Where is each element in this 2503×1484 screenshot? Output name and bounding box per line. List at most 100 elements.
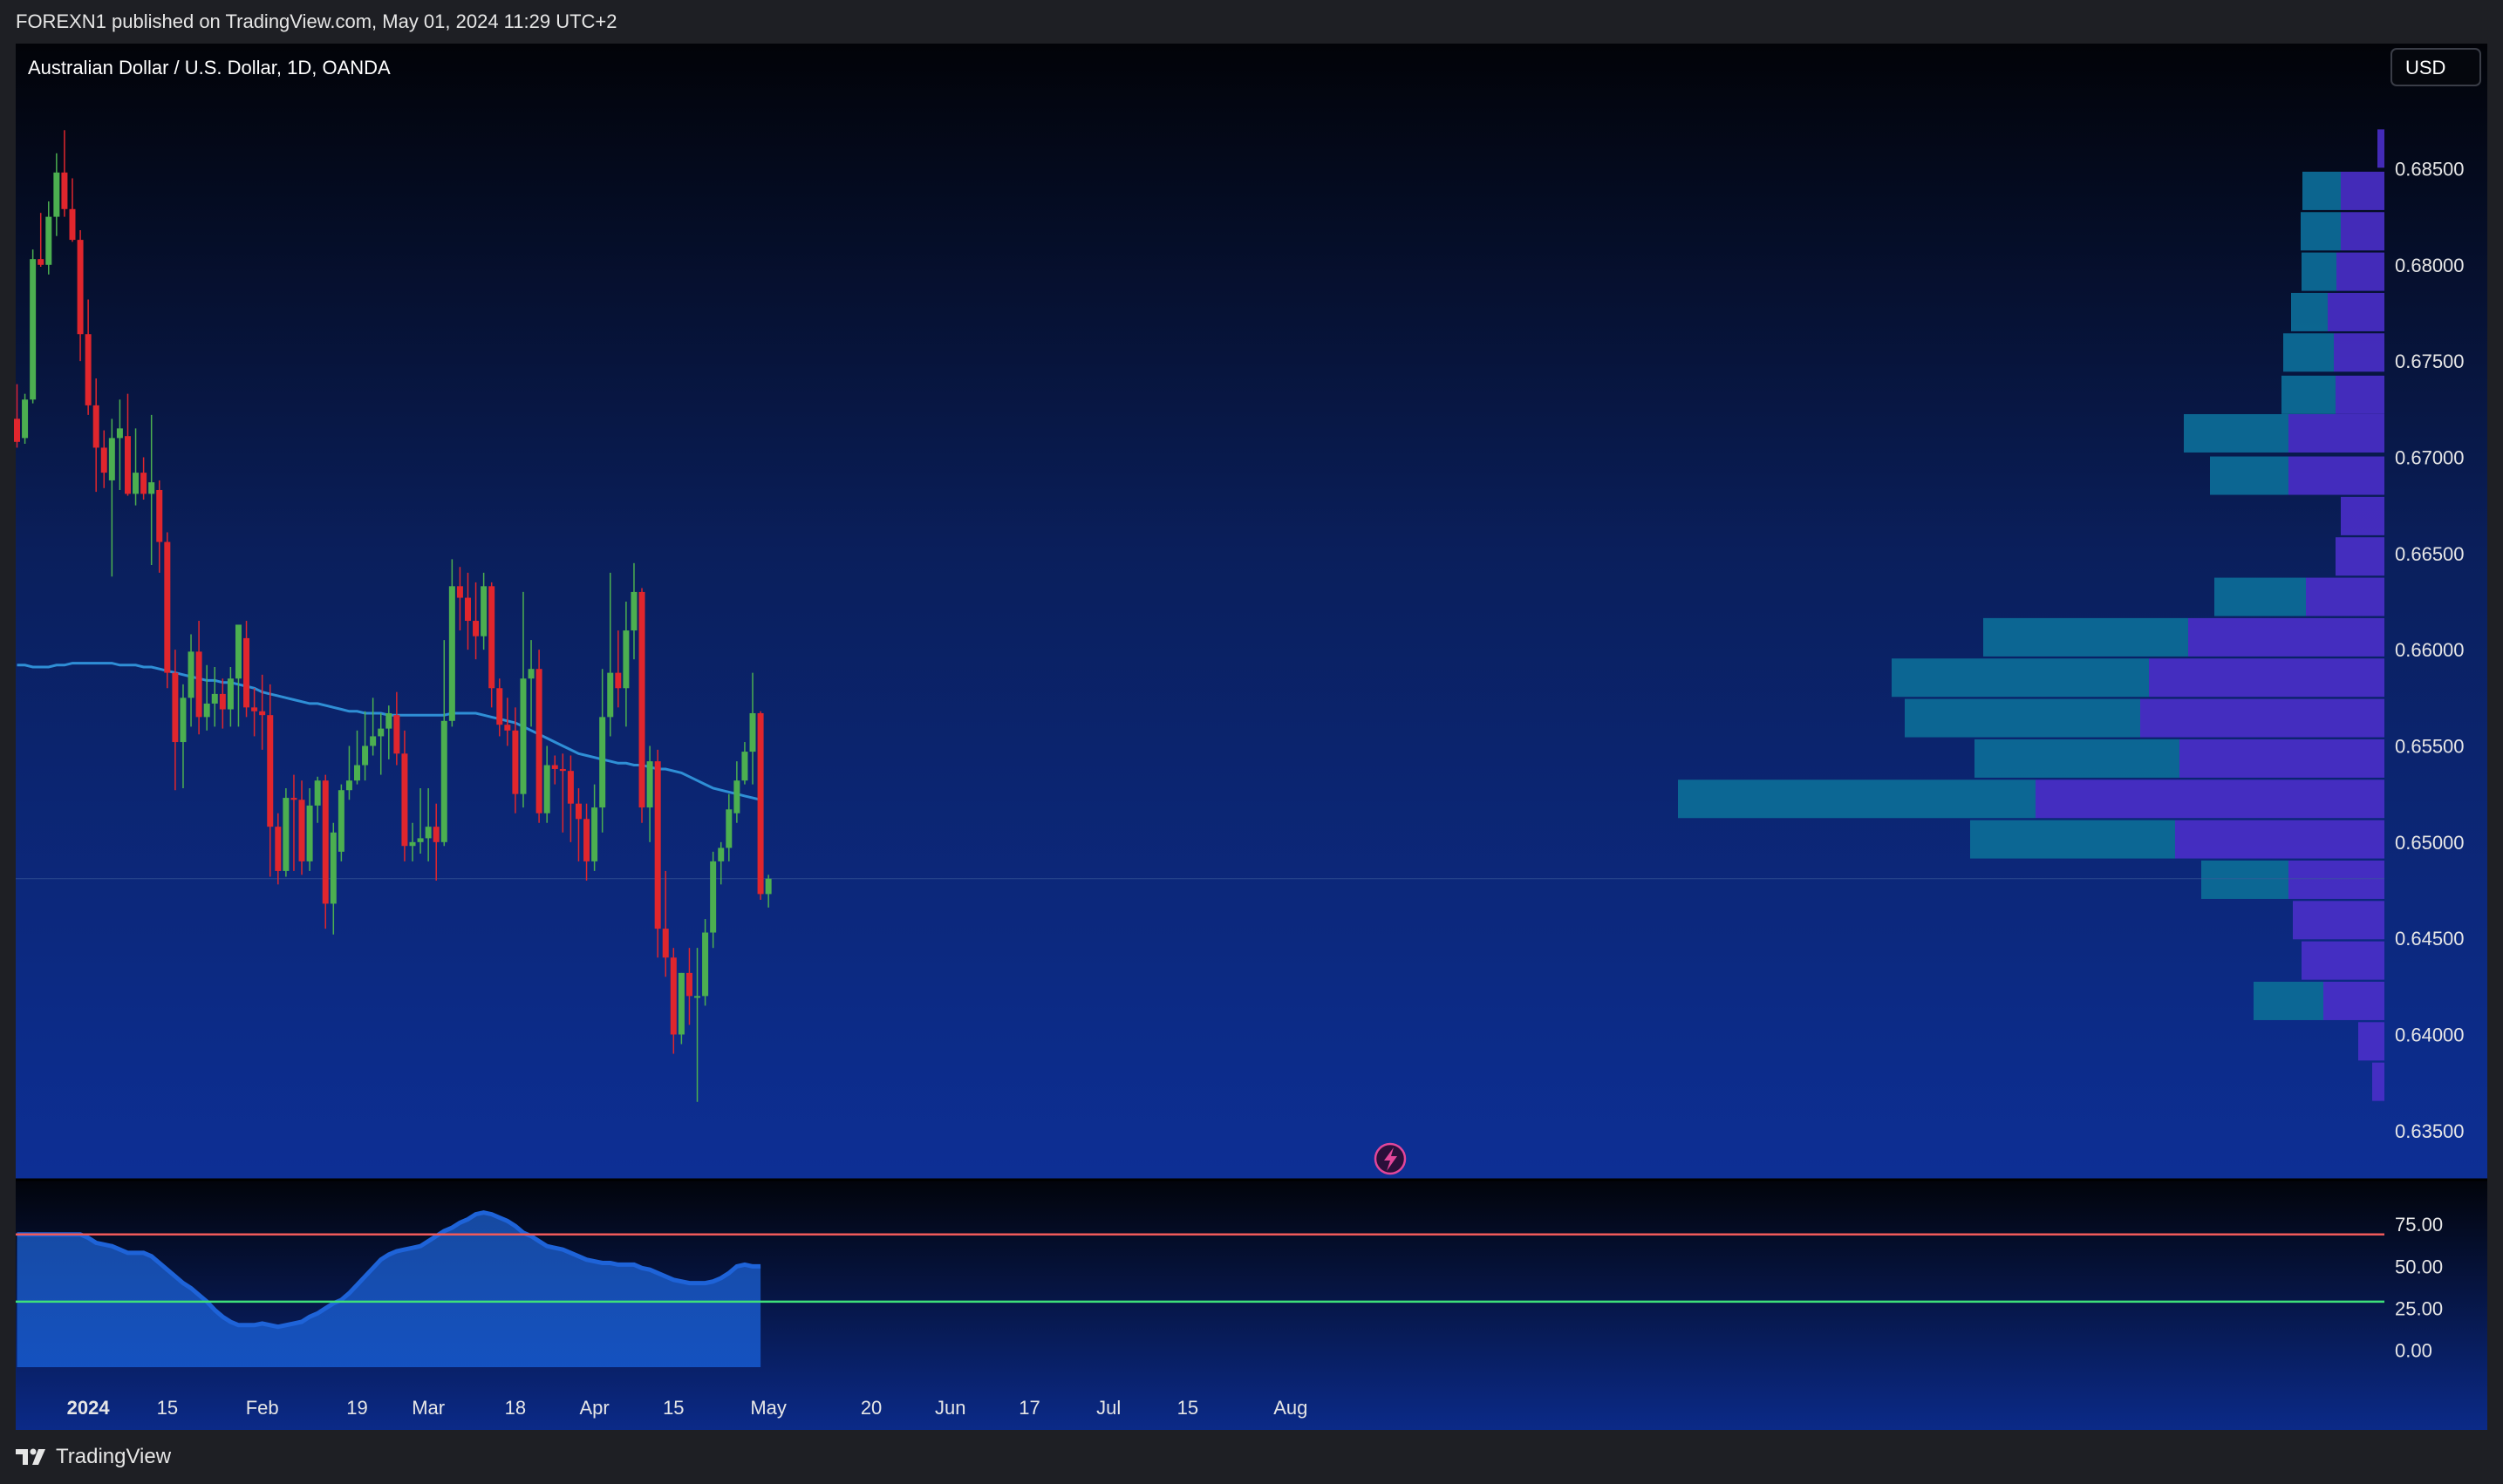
candle: [425, 788, 432, 861]
candle: [172, 650, 179, 791]
time-tick-label: Jul: [1096, 1397, 1121, 1419]
candle-body: [140, 473, 147, 494]
candle: [69, 178, 76, 242]
candle: [551, 755, 558, 785]
volume-profile-bar-up: [2302, 171, 2341, 210]
publish-text: FOREXN1 published on TradingView.com, Ma…: [16, 10, 617, 32]
candle: [623, 601, 630, 727]
time-tick-label: Feb: [246, 1397, 279, 1419]
candle: [401, 730, 408, 861]
candle-body: [631, 591, 638, 631]
volume-profile-bar-down: [2336, 252, 2384, 291]
candle-body: [765, 878, 772, 895]
footer: TradingView: [0, 1430, 2503, 1484]
candle: [370, 698, 377, 756]
candle-body: [496, 688, 503, 725]
rsi-line: [17, 1210, 761, 1330]
main-pane-background: [16, 44, 2487, 1179]
candle-body: [203, 703, 210, 718]
lightning-icon[interactable]: [1374, 1142, 1407, 1175]
candle: [393, 691, 400, 766]
candle-body: [259, 711, 266, 716]
chart-svg[interactable]: 0.690000.685000.680000.675000.670000.665…: [0, 0, 2503, 1430]
price-tick-label: 0.66500: [2395, 543, 2465, 565]
candle: [440, 640, 447, 847]
price-axis: 0.690000.685000.680000.675000.670000.665…: [2395, 62, 2465, 1142]
volume-profile-bar-down: [2288, 456, 2384, 495]
volume-profile-bar-up: [2281, 375, 2336, 414]
candle: [124, 393, 131, 496]
candle: [733, 761, 740, 823]
candle-body: [38, 259, 44, 265]
publish-header: FOREXN1 published on TradingView.com, Ma…: [0, 0, 2503, 44]
candle-body: [148, 482, 155, 494]
candle: [417, 788, 424, 854]
candle-body: [733, 780, 740, 813]
candle: [188, 634, 194, 727]
candle-body: [30, 259, 37, 400]
candle: [283, 788, 290, 877]
candle-body: [726, 809, 733, 848]
candle: [259, 674, 266, 750]
candle-body: [100, 447, 107, 473]
candle: [464, 572, 471, 650]
candle-body: [694, 996, 701, 998]
volume-profile-row: [2283, 333, 2384, 372]
time-tick-label: Apr: [579, 1397, 609, 1419]
rsi-tick-label: 0.00: [2395, 1340, 2432, 1362]
candle-body: [417, 838, 424, 842]
candle: [559, 753, 566, 833]
candle-body: [251, 707, 258, 711]
candle: [235, 624, 242, 727]
candle-body: [710, 861, 717, 933]
volume-profile-bar-down: [2323, 981, 2384, 1020]
volume-profile-bar-down: [2372, 1062, 2384, 1101]
volume-profile-row: [2291, 292, 2384, 331]
candle: [757, 711, 764, 901]
time-tick-label: 20: [861, 1397, 882, 1419]
candle: [330, 822, 337, 935]
volume-profile-row: [2372, 1062, 2384, 1101]
candle-body: [583, 819, 590, 861]
candle-body: [156, 489, 163, 542]
volume-profile-bar-up: [1970, 820, 2175, 859]
candle-body: [195, 651, 202, 718]
volume-profile-bar-down: [2341, 496, 2384, 535]
volume-profile-row: [2293, 901, 2384, 940]
candle: [14, 384, 20, 448]
candle: [543, 745, 550, 823]
candle-body: [330, 832, 337, 904]
price-tick-label: 0.67500: [2395, 351, 2465, 372]
candle-body: [456, 586, 463, 598]
candle-body: [92, 405, 99, 448]
volume-profile-row: [2302, 252, 2384, 291]
candle-body: [22, 399, 29, 439]
time-tick-label: 15: [663, 1397, 684, 1419]
candle: [30, 249, 37, 404]
candle: [535, 650, 542, 823]
candle: [749, 672, 756, 785]
candle: [116, 399, 123, 490]
candle-body: [685, 972, 692, 997]
volume-profile-bar-up: [2291, 292, 2328, 331]
candle: [345, 745, 352, 800]
currency-button[interactable]: USD: [2390, 48, 2481, 86]
candle: [267, 684, 274, 877]
price-tick-label: 0.66000: [2395, 639, 2465, 661]
volume-profile-bar-down: [2328, 292, 2384, 331]
candle: [433, 803, 440, 881]
candle-body: [219, 693, 226, 710]
volume-profile-bar-up: [2184, 413, 2288, 453]
volume-profile-bar-up: [2201, 860, 2288, 899]
candle: [275, 813, 282, 885]
volume-profile-bar-up: [1983, 617, 2188, 657]
candle-body: [275, 827, 282, 871]
candle-body: [591, 807, 598, 861]
candle-body: [69, 208, 76, 241]
volume-profile-row: [2210, 456, 2384, 495]
candle: [488, 582, 495, 708]
candle: [678, 972, 685, 1045]
candle-body: [662, 929, 669, 958]
candle: [694, 948, 701, 1102]
candle: [92, 378, 99, 493]
